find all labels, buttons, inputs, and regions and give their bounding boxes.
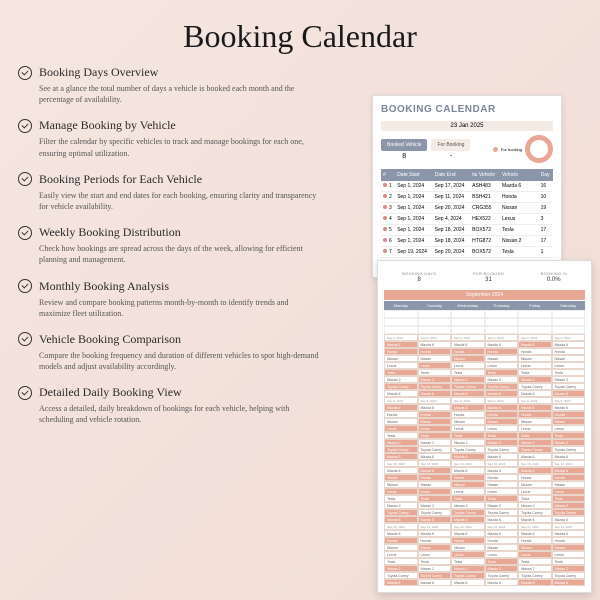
donut-chart-icon <box>525 135 553 163</box>
feature-title: Vehicle Booking Comparison <box>39 332 181 347</box>
table-header: Date Start <box>395 169 432 181</box>
stat-item: BOOKING %0.0% <box>541 271 567 283</box>
check-icon <box>18 172 32 186</box>
stat-item: FOR BOOKING31 <box>473 271 505 283</box>
feature-description: See at a glance the total number of days… <box>39 83 319 105</box>
preview1-title: BOOKING CALENDAR <box>381 104 553 115</box>
stat-forbooking-value: - <box>431 153 470 160</box>
feature-description: Check how bookings are spread across the… <box>39 243 319 265</box>
check-icon <box>18 386 32 400</box>
table-row: 1Sep 1, 2024Sep 17, 2024ASH483Mazda 616 <box>381 181 553 192</box>
preview-panels: BOOKING CALENDAR 23 Jan 2025 Booked Vehi… <box>372 95 592 593</box>
page-title: Booking Calendar <box>0 0 600 65</box>
preview1-date: 23 Jan 2025 <box>381 121 553 131</box>
table-header: № Vehicle <box>470 169 500 181</box>
table-row: 2Sep 1, 2024Sep 11, 2024BSH421Honda10 <box>381 192 553 203</box>
day-header: Thursday <box>485 301 519 310</box>
check-icon <box>18 332 32 346</box>
table-header: # <box>381 169 395 181</box>
feature-title: Booking Days Overview <box>39 65 158 80</box>
preview1-table: #Date StartDate End№ VehicleVehicleDay 1… <box>381 169 553 269</box>
stat-booked-value: 8 <box>381 153 427 160</box>
preview-monthly-calendar: BOOKING DAYS8FOR BOOKING31BOOKING %0.0% … <box>377 260 592 593</box>
table-row: 4Sep 1, 2024Sep 4, 2024HEX522Lexus3 <box>381 214 553 225</box>
day-header: Friday <box>518 301 552 310</box>
legend-dot-icon <box>493 147 498 152</box>
feature-title: Weekly Booking Distribution <box>39 225 181 240</box>
check-icon <box>18 66 32 80</box>
check-icon <box>18 119 32 133</box>
stat-booked-label: Booked Vehicle <box>381 139 427 151</box>
preview2-empty-grid <box>384 310 585 334</box>
stat-item: BOOKING DAYS8 <box>402 271 436 283</box>
table-header: Day <box>539 169 553 181</box>
day-header: Saturday <box>552 301 586 310</box>
table-row: 6Sep 1, 2024Sep 18, 2024HTG872Nissan 217 <box>381 236 553 247</box>
feature-description: Access a detailed, daily breakdown of bo… <box>39 403 319 425</box>
day-header: Wednesday <box>451 301 485 310</box>
preview2-month: September 2024 <box>384 290 585 300</box>
feature-title: Manage Booking by Vehicle <box>39 118 176 133</box>
table-row: 5Sep 1, 2024Sep 18, 2024BOX572Tesla17 <box>381 225 553 236</box>
day-header: Tuesday <box>418 301 452 310</box>
preview2-day-headers: MondayTuesdayWednesdayThursdayFridaySatu… <box>384 301 585 310</box>
check-icon <box>18 279 32 293</box>
preview2-stats: BOOKING DAYS8 FOR BOOKING31 BOOKING %0.0% <box>384 267 585 287</box>
table-row: 3Sep 1, 2024Sep 20, 2024CRG355Nissan19 <box>381 203 553 214</box>
feature-title: Monthly Booking Analysis <box>39 279 169 294</box>
feature-title: Detailed Daily Booking View <box>39 385 182 400</box>
check-icon <box>18 226 32 240</box>
feature-description: Filter the calendar by specific vehicles… <box>39 136 319 158</box>
table-header: Date End <box>433 169 470 181</box>
feature-description: Easily view the start and end dates for … <box>39 190 319 212</box>
preview2-blocks: Sep 2, 2024Sep 2, 2024Sep 2, 2024Sep 2, … <box>384 334 585 586</box>
preview1-stats: Booked Vehicle 8 For Booking - For booki… <box>381 135 553 163</box>
preview-booking-calendar: BOOKING CALENDAR 23 Jan 2025 Booked Vehi… <box>372 95 562 278</box>
stat-forbooking-label: For Booking <box>431 139 470 151</box>
table-header: Vehicle <box>500 169 539 181</box>
day-header: Monday <box>384 301 418 310</box>
feature-description: Review and compare booking patterns mont… <box>39 297 319 319</box>
feature-description: Compare the booking frequency and durati… <box>39 350 319 372</box>
table-row: 7Sep 19, 2024Sep 20, 2024BOX572Tesla1 <box>381 247 553 258</box>
legend-label: For booking <box>501 147 522 152</box>
feature-title: Booking Periods for Each Vehicle <box>39 172 202 187</box>
